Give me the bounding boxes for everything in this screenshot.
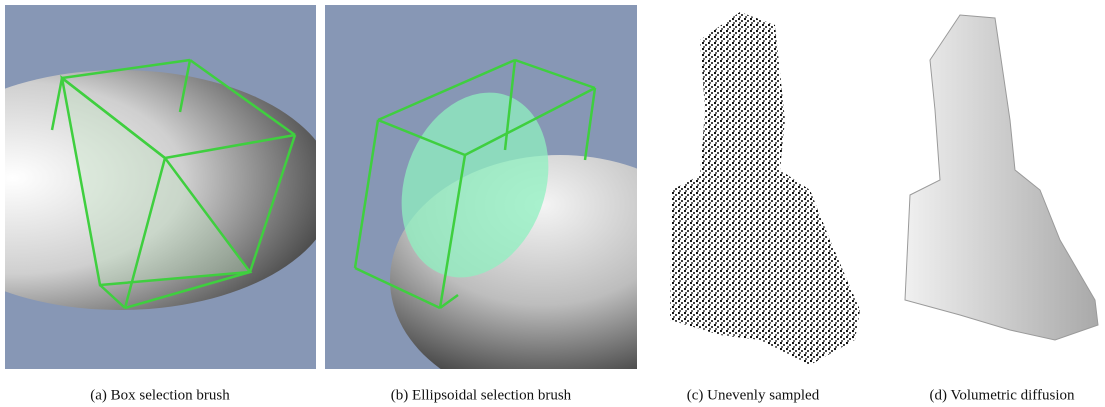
panel-c [670, 12, 860, 365]
caption: (a) Box selection brush [90, 387, 230, 403]
figure: (a) Box selection brush (b) Ellipsoidal … [0, 0, 1105, 407]
figure-page: (a) Box selection brush (b) Ellipsoidal … [0, 0, 1105, 407]
caption: (d) Volumetric diffusion [930, 387, 1075, 403]
caption: (b) Ellipsoidal selection brush [391, 387, 572, 403]
panel-d [905, 15, 1098, 340]
caption: (c) Unevenly sampled [687, 387, 820, 403]
panel-a [0, 5, 335, 369]
panel-b [325, 5, 730, 405]
